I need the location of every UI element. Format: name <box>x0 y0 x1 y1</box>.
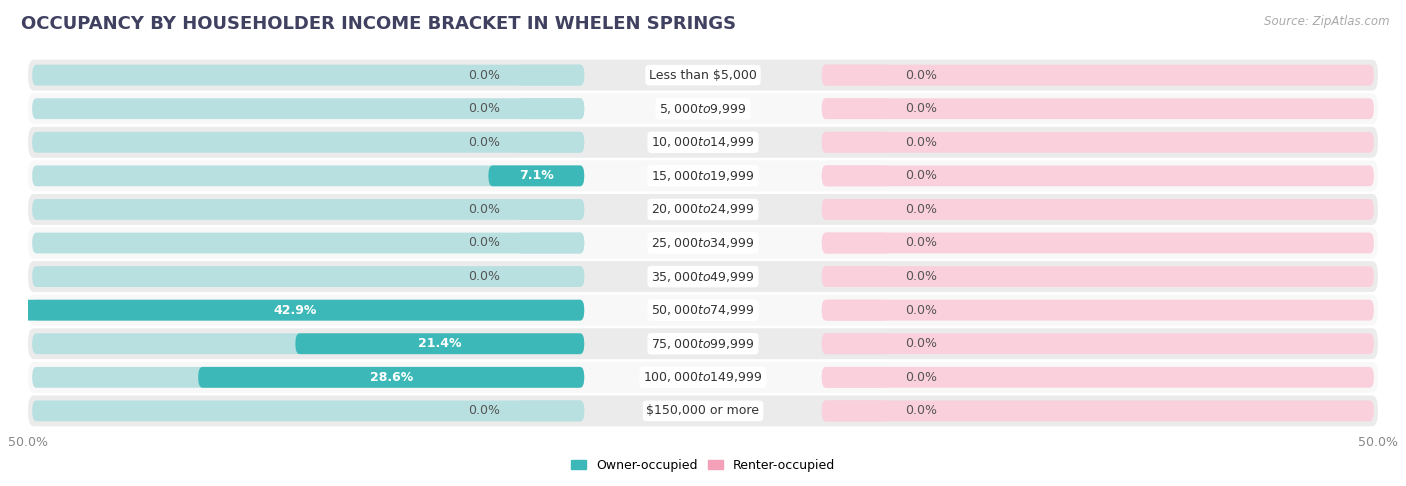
FancyBboxPatch shape <box>32 165 585 186</box>
FancyBboxPatch shape <box>28 261 1378 292</box>
FancyBboxPatch shape <box>821 333 1374 354</box>
FancyBboxPatch shape <box>821 98 1374 119</box>
Text: $15,000 to $19,999: $15,000 to $19,999 <box>651 169 755 183</box>
FancyBboxPatch shape <box>821 266 1374 287</box>
FancyBboxPatch shape <box>488 165 585 186</box>
FancyBboxPatch shape <box>821 132 889 153</box>
Text: Source: ZipAtlas.com: Source: ZipAtlas.com <box>1264 15 1389 28</box>
FancyBboxPatch shape <box>32 65 585 86</box>
Text: 0.0%: 0.0% <box>468 203 501 216</box>
FancyBboxPatch shape <box>821 266 889 287</box>
FancyBboxPatch shape <box>821 65 1374 86</box>
FancyBboxPatch shape <box>32 132 585 153</box>
FancyBboxPatch shape <box>517 266 585 287</box>
Text: 21.4%: 21.4% <box>418 337 461 350</box>
Text: $10,000 to $14,999: $10,000 to $14,999 <box>651 135 755 149</box>
Text: 28.6%: 28.6% <box>370 371 413 384</box>
FancyBboxPatch shape <box>32 400 585 421</box>
Text: 0.0%: 0.0% <box>905 69 938 82</box>
FancyBboxPatch shape <box>821 199 889 220</box>
FancyBboxPatch shape <box>28 396 1378 426</box>
FancyBboxPatch shape <box>821 65 889 86</box>
FancyBboxPatch shape <box>28 194 1378 225</box>
Text: 0.0%: 0.0% <box>468 69 501 82</box>
Text: 7.1%: 7.1% <box>519 169 554 182</box>
FancyBboxPatch shape <box>821 98 889 119</box>
FancyBboxPatch shape <box>821 333 889 354</box>
FancyBboxPatch shape <box>517 400 585 421</box>
Text: $35,000 to $49,999: $35,000 to $49,999 <box>651 270 755 283</box>
FancyBboxPatch shape <box>517 233 585 253</box>
Text: $150,000 or more: $150,000 or more <box>647 404 759 417</box>
FancyBboxPatch shape <box>821 367 1374 388</box>
Text: Less than $5,000: Less than $5,000 <box>650 69 756 82</box>
Text: 0.0%: 0.0% <box>905 102 938 115</box>
Text: 0.0%: 0.0% <box>905 169 938 182</box>
FancyBboxPatch shape <box>32 98 585 119</box>
FancyBboxPatch shape <box>32 333 585 354</box>
Text: 0.0%: 0.0% <box>905 304 938 317</box>
Text: 42.9%: 42.9% <box>273 304 316 317</box>
Text: 0.0%: 0.0% <box>905 371 938 384</box>
FancyBboxPatch shape <box>821 233 889 253</box>
Text: $20,000 to $24,999: $20,000 to $24,999 <box>651 203 755 216</box>
FancyBboxPatch shape <box>28 160 1378 191</box>
Text: 0.0%: 0.0% <box>468 237 501 249</box>
Text: 0.0%: 0.0% <box>468 270 501 283</box>
Text: 0.0%: 0.0% <box>905 203 938 216</box>
FancyBboxPatch shape <box>821 400 1374 421</box>
Text: $50,000 to $74,999: $50,000 to $74,999 <box>651 303 755 317</box>
FancyBboxPatch shape <box>821 300 1374 321</box>
FancyBboxPatch shape <box>32 266 585 287</box>
FancyBboxPatch shape <box>6 300 585 321</box>
FancyBboxPatch shape <box>28 127 1378 158</box>
FancyBboxPatch shape <box>517 132 585 153</box>
Text: 0.0%: 0.0% <box>905 136 938 149</box>
Text: 0.0%: 0.0% <box>905 337 938 350</box>
FancyBboxPatch shape <box>517 199 585 220</box>
Text: $75,000 to $99,999: $75,000 to $99,999 <box>651 337 755 351</box>
FancyBboxPatch shape <box>28 60 1378 90</box>
FancyBboxPatch shape <box>32 233 585 253</box>
Legend: Owner-occupied, Renter-occupied: Owner-occupied, Renter-occupied <box>567 454 839 477</box>
Text: 0.0%: 0.0% <box>468 136 501 149</box>
FancyBboxPatch shape <box>821 367 889 388</box>
FancyBboxPatch shape <box>821 165 1374 186</box>
Text: 0.0%: 0.0% <box>468 102 501 115</box>
Text: 0.0%: 0.0% <box>905 404 938 417</box>
FancyBboxPatch shape <box>517 98 585 119</box>
Text: $5,000 to $9,999: $5,000 to $9,999 <box>659 102 747 116</box>
FancyBboxPatch shape <box>821 199 1374 220</box>
FancyBboxPatch shape <box>28 295 1378 326</box>
Text: 0.0%: 0.0% <box>905 237 938 249</box>
FancyBboxPatch shape <box>32 199 585 220</box>
FancyBboxPatch shape <box>821 300 889 321</box>
FancyBboxPatch shape <box>198 367 585 388</box>
FancyBboxPatch shape <box>28 328 1378 359</box>
Text: 0.0%: 0.0% <box>468 404 501 417</box>
FancyBboxPatch shape <box>28 93 1378 124</box>
FancyBboxPatch shape <box>821 400 889 421</box>
FancyBboxPatch shape <box>28 362 1378 393</box>
Text: 0.0%: 0.0% <box>905 270 938 283</box>
Text: $25,000 to $34,999: $25,000 to $34,999 <box>651 236 755 250</box>
FancyBboxPatch shape <box>32 367 585 388</box>
FancyBboxPatch shape <box>28 227 1378 259</box>
Text: $100,000 to $149,999: $100,000 to $149,999 <box>644 370 762 384</box>
FancyBboxPatch shape <box>517 65 585 86</box>
Text: OCCUPANCY BY HOUSEHOLDER INCOME BRACKET IN WHELEN SPRINGS: OCCUPANCY BY HOUSEHOLDER INCOME BRACKET … <box>21 15 737 33</box>
FancyBboxPatch shape <box>821 165 889 186</box>
FancyBboxPatch shape <box>821 132 1374 153</box>
FancyBboxPatch shape <box>821 233 1374 253</box>
FancyBboxPatch shape <box>32 300 585 321</box>
FancyBboxPatch shape <box>295 333 585 354</box>
